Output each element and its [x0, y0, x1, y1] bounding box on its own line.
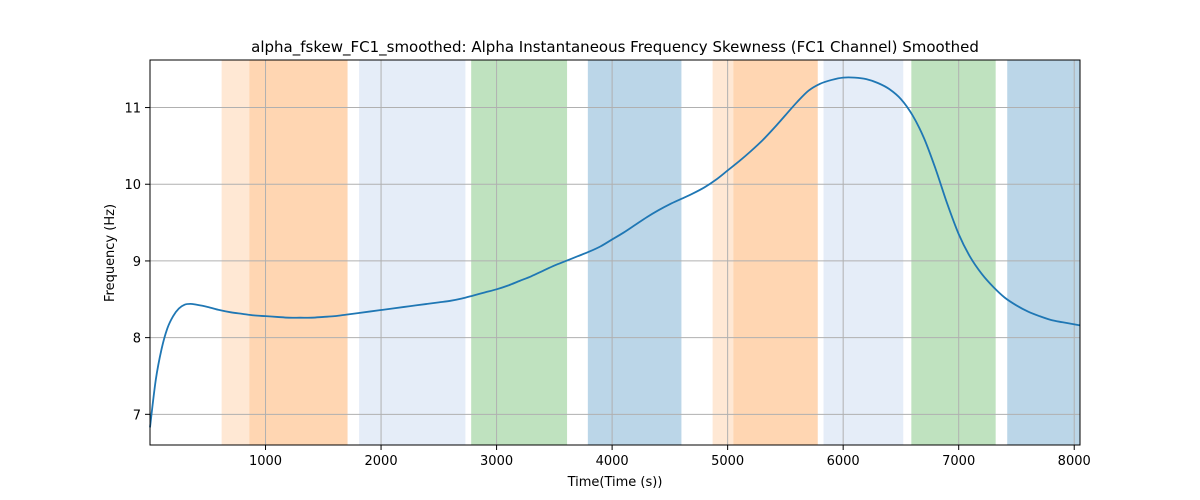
series-line-0	[149, 76, 1081, 428]
x-tick-label: 8000	[1058, 454, 1091, 469]
highlight-band-1	[249, 60, 348, 445]
y-tick-label: 11	[124, 102, 141, 117]
x-axis-title: Time(Time (s))	[567, 475, 663, 490]
highlight-band-7	[823, 60, 904, 445]
x-tick-label: 3000	[480, 454, 513, 469]
x-tick-label: 2000	[365, 454, 398, 469]
x-tick-label: 4000	[596, 454, 629, 469]
y-tick-label: 10	[124, 178, 141, 193]
highlight-bands	[221, 60, 1080, 445]
grid	[150, 60, 1080, 445]
highlight-band-0	[221, 60, 250, 445]
x-tick-label: 5000	[711, 454, 744, 469]
x-tick-label: 7000	[942, 454, 975, 469]
y-tick-label: 9	[133, 255, 141, 270]
axis-ticks: 1000 2000 3000 4000 5000 6000 7000 8000 7 8 9 10 11	[124, 102, 1090, 469]
chart-title: alpha_fskew_FC1_smoothed: Alpha Instanta…	[251, 38, 979, 57]
highlight-band-3	[471, 60, 568, 445]
highlight-band-9	[1007, 60, 1080, 445]
series-lines	[149, 76, 1081, 428]
x-tick-label: 6000	[827, 454, 860, 469]
highlight-band-4	[587, 60, 682, 445]
highlight-band-2	[359, 60, 466, 445]
plot-area-frame	[149, 59, 1081, 446]
highlight-band-5	[712, 60, 734, 445]
highlight-band-6	[733, 60, 818, 445]
y-tick-label: 7	[133, 408, 141, 423]
x-tick-label: 1000	[249, 454, 282, 469]
highlight-band-8	[911, 60, 996, 445]
y-axis-title: Frequency (Hz)	[103, 204, 118, 302]
y-tick-label: 8	[133, 332, 141, 347]
